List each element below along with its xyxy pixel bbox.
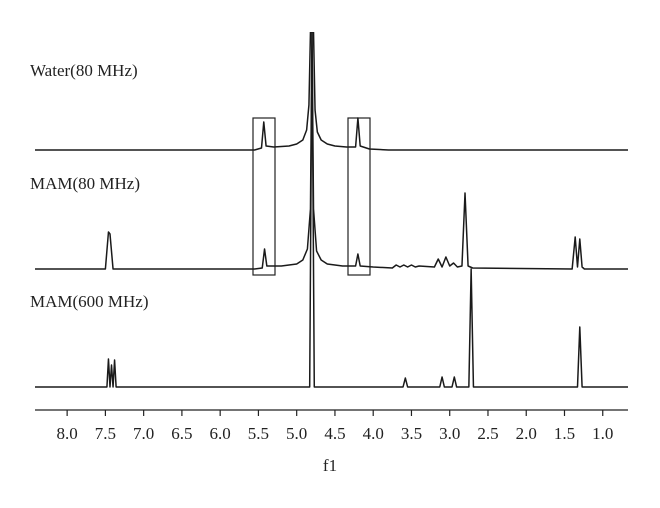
x-tick-label: 7.5 [95,424,116,443]
x-tick-label: 5.5 [248,424,269,443]
series-label: MAM(80 MHz) [30,174,140,193]
spectrum-line [35,32,628,151]
series-label: MAM(600 MHz) [30,292,149,311]
x-tick-label: 6.5 [171,424,192,443]
x-tick-label: 8.0 [57,424,78,443]
x-tick-label: 4.5 [324,424,345,443]
spectrum-line [35,32,628,270]
highlight-box [347,117,371,276]
x-tick-label: 3.5 [401,424,422,443]
x-tick-label: 5.0 [286,424,307,443]
traces [35,32,628,388]
highlight-box [252,117,276,276]
x-axis-label: f1 [323,456,337,475]
x-tick-label: 7.0 [133,424,154,443]
spectrum-line [35,32,628,388]
x-tick-label: 2.0 [516,424,537,443]
x-tick-label: 2.5 [477,424,498,443]
x-tick-label: 6.0 [210,424,231,443]
x-tick-label: 1.5 [554,424,575,443]
x-tick-label: 3.0 [439,424,460,443]
x-tick-label: 1.0 [592,424,613,443]
x-tick-label: 4.0 [363,424,384,443]
series-label: Water(80 MHz) [30,61,138,80]
